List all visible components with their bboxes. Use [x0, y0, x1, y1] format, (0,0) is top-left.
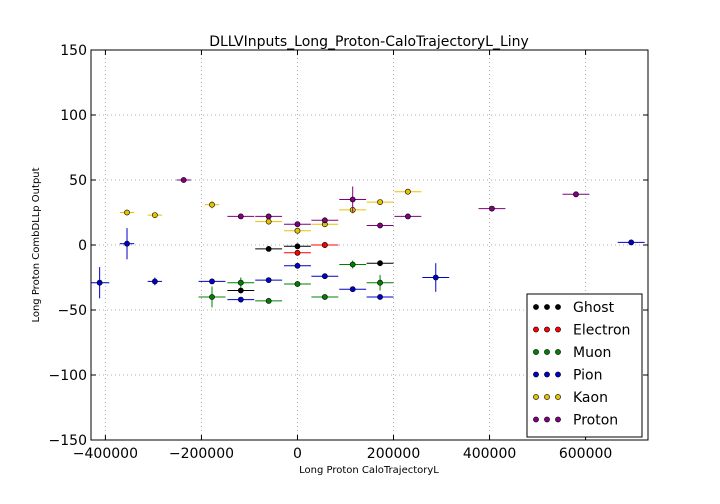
- data-point: [265, 277, 272, 283]
- data-point: [349, 286, 356, 293]
- y-tick-label: −50: [57, 303, 87, 319]
- data-point: [237, 287, 244, 294]
- data-point: [265, 213, 272, 220]
- data-point: [628, 239, 635, 246]
- y-axis-label: Long Proton CombDLLp Output: [31, 167, 42, 322]
- legend-marker: [533, 304, 539, 310]
- legend-marker: [555, 416, 561, 423]
- data-point: [489, 205, 495, 212]
- legend-marker: [544, 394, 550, 400]
- data-point: [294, 262, 301, 269]
- data-point: [321, 273, 328, 280]
- legend-marker: [555, 304, 561, 310]
- series-electron: [284, 242, 339, 256]
- data-point: [294, 249, 301, 256]
- data-point: [405, 213, 411, 220]
- data-point: [151, 212, 158, 218]
- chart-title: DLLVInputs_Long_Proton-CaloTrajectoryL_L…: [209, 34, 529, 50]
- legend: Ghost Electron Muon Pion Kaon Proton: [526, 293, 643, 438]
- data-point: [294, 227, 301, 234]
- data-point: [377, 294, 383, 300]
- legend-box: [526, 293, 643, 438]
- legend-marker: [544, 349, 550, 355]
- legend-marker: [544, 304, 550, 310]
- x-tick-label: 0: [293, 446, 302, 462]
- x-tick-label: −200000: [169, 446, 234, 462]
- legend-marker: [555, 326, 561, 333]
- legend-marker: [533, 371, 539, 378]
- legend-label-muon: Muon: [573, 345, 611, 361]
- x-axis-label: Long Proton CaloTrajectoryL: [299, 465, 439, 476]
- legend-marker: [555, 371, 561, 378]
- legend-marker: [544, 326, 550, 333]
- data-point: [349, 196, 356, 203]
- data-point: [377, 199, 383, 205]
- data-point: [151, 278, 158, 285]
- data-point: [265, 218, 272, 225]
- data-point: [237, 296, 244, 303]
- y-tick-label: −150: [49, 433, 87, 449]
- data-series: [91, 177, 645, 308]
- data-point: [573, 191, 579, 198]
- data-point: [209, 201, 215, 208]
- legend-marker: [533, 416, 539, 423]
- legend-marker: [544, 416, 550, 423]
- legend-marker: [533, 394, 539, 400]
- legend-label-proton: Proton: [573, 413, 618, 429]
- data-point: [321, 294, 328, 300]
- y-tick-label: 50: [69, 173, 87, 189]
- legend-marker: [555, 349, 561, 355]
- x-tick-label: −400000: [73, 446, 138, 462]
- data-point: [294, 281, 301, 287]
- data-point: [265, 297, 272, 304]
- data-point: [237, 213, 244, 220]
- data-point: [124, 209, 130, 216]
- axis-ticks: −400000 −200000 0 200000 400000 600000 −150 −10…: [49, 43, 648, 462]
- data-point: [294, 243, 301, 250]
- data-point: [124, 240, 130, 247]
- data-point: [237, 279, 244, 286]
- legend-marker: [533, 326, 539, 333]
- data-point: [405, 188, 411, 195]
- data-point: [377, 222, 383, 229]
- x-tick-label: 600000: [559, 446, 612, 462]
- data-point: [349, 261, 356, 268]
- legend-marker: [555, 394, 561, 400]
- data-point: [209, 278, 215, 285]
- series-muon: [198, 260, 394, 308]
- legend-label-pion: Pion: [573, 368, 602, 384]
- data-point: [180, 177, 187, 183]
- series-pion: [91, 228, 645, 303]
- y-tick-label: −100: [49, 368, 87, 384]
- data-point: [265, 245, 272, 252]
- x-tick-label: 200000: [367, 446, 420, 462]
- legend-label-kaon: Kaon: [573, 390, 608, 406]
- data-point: [294, 221, 301, 228]
- legend-label-electron: Electron: [573, 323, 630, 339]
- legend-marker: [544, 371, 550, 378]
- y-tick-label: 150: [60, 43, 87, 59]
- data-point: [377, 279, 383, 286]
- legend-label-ghost: Ghost: [573, 300, 615, 316]
- data-point: [96, 279, 103, 286]
- legend-marker: [533, 349, 539, 355]
- data-point: [321, 242, 328, 248]
- data-point: [377, 260, 383, 267]
- data-point: [321, 217, 328, 224]
- y-tick-label: 0: [78, 238, 87, 254]
- data-point: [209, 294, 215, 300]
- x-tick-label: 400000: [463, 446, 516, 462]
- data-point: [432, 274, 439, 281]
- series-proton: [176, 177, 590, 229]
- y-tick-label: 100: [60, 108, 87, 124]
